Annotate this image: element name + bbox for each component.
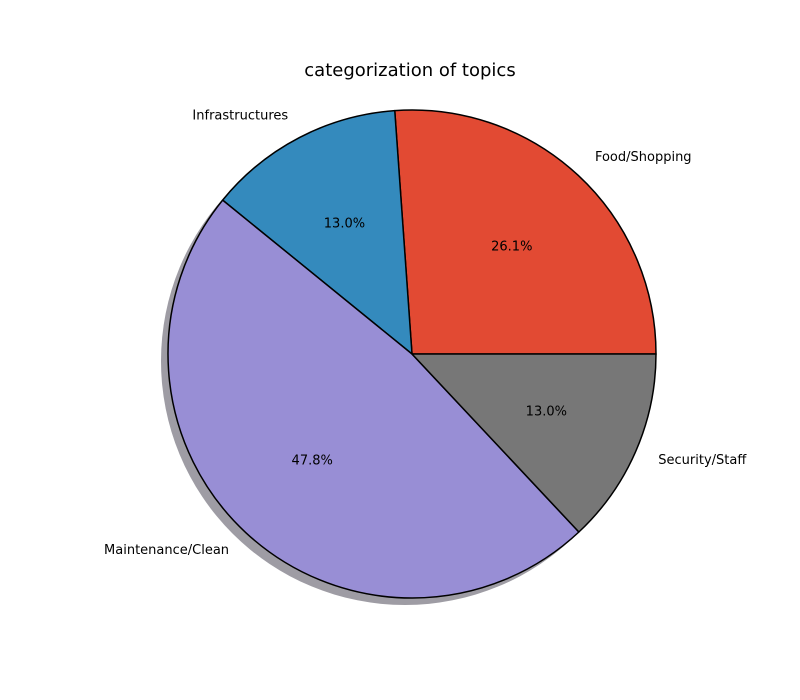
slice-percent-infrastructures: 13.0% (324, 217, 365, 232)
slice-label-infrastructures: Infrastructures (192, 108, 288, 123)
pie-slice-security-staff (411, 353, 657, 533)
chart-title: categorization of topics (304, 60, 515, 81)
slice-label-food-shopping: Food/Shopping (595, 150, 692, 165)
slice-percent-security-staff: 13.0% (526, 405, 567, 420)
slice-label-maintenance-clean: Maintenance/Clean (104, 543, 229, 558)
slice-percent-maintenance-clean: 47.8% (292, 454, 333, 469)
pie-slices (167, 109, 657, 599)
slice-label-security-staff: Security/Staff (658, 453, 747, 468)
pie-slice-infrastructures (221, 109, 413, 355)
slice-percent-food-shopping: 26.1% (491, 239, 532, 254)
pie-labels: Food/Shopping 26.1% Infrastructures 13.0% Ma… (104, 108, 747, 558)
pie-slice-food-shopping (394, 109, 657, 355)
pie-slice-maintenance-clean (167, 199, 580, 599)
